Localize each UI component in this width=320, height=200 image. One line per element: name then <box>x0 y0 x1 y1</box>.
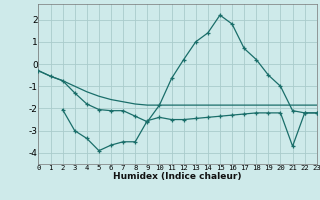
X-axis label: Humidex (Indice chaleur): Humidex (Indice chaleur) <box>113 172 242 181</box>
